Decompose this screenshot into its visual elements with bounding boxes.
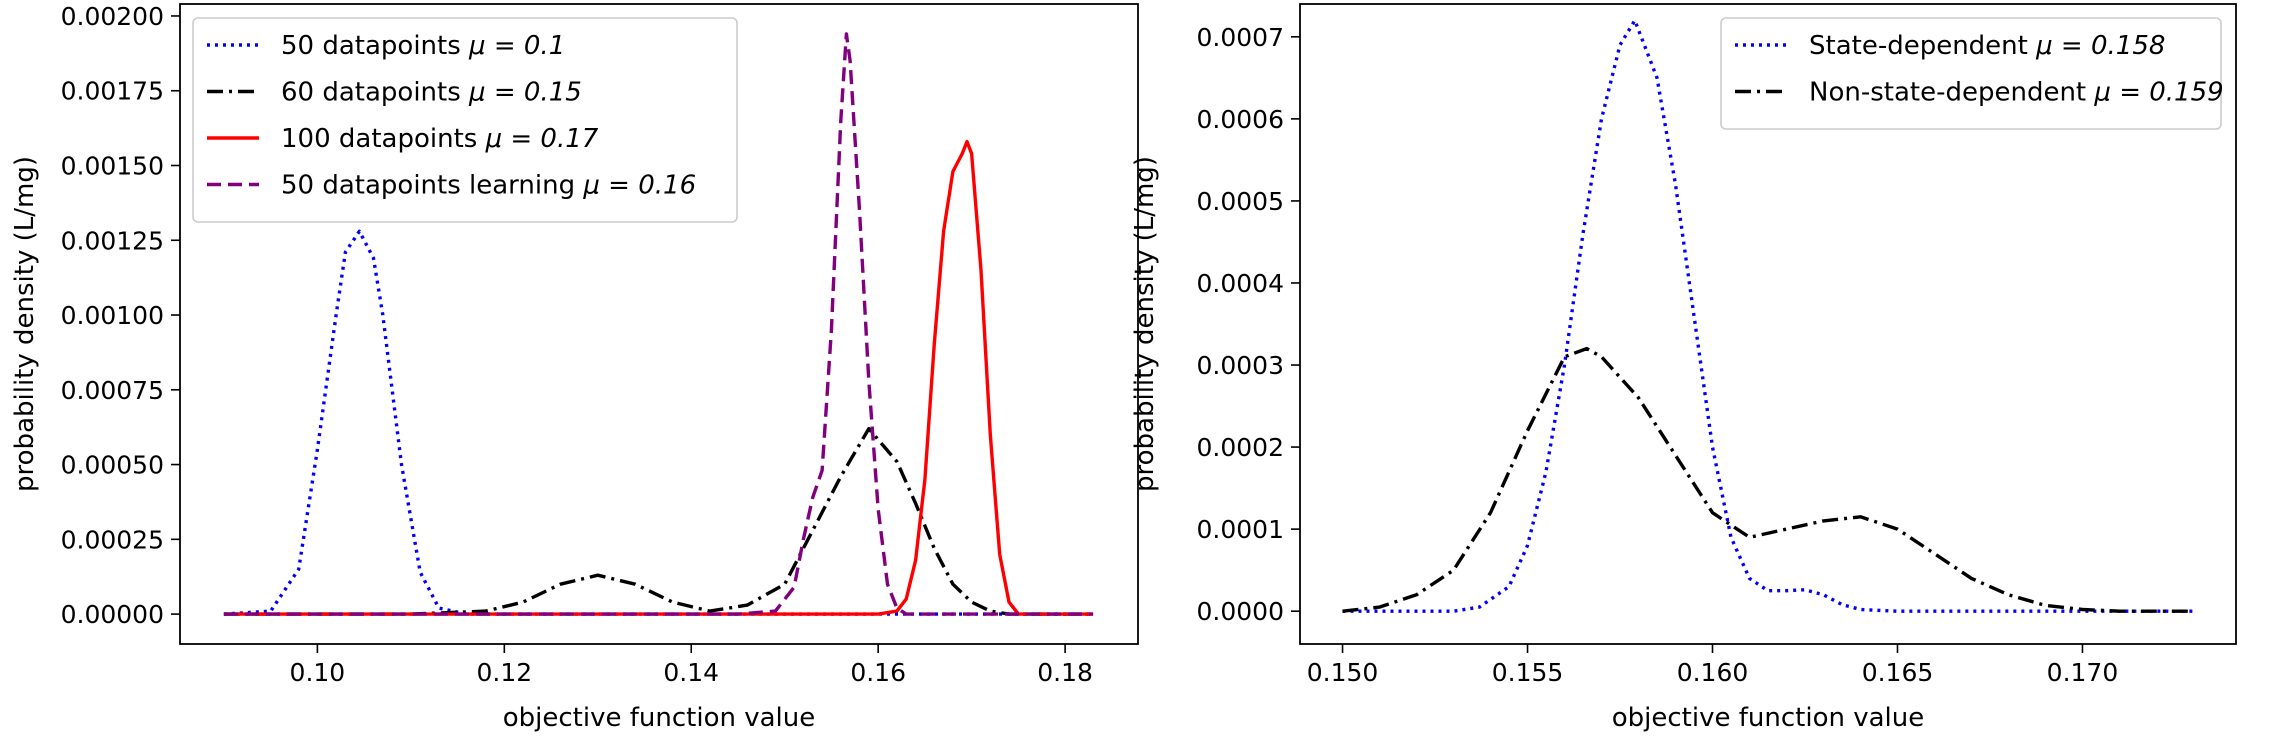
chart2-xtick-label: 0.150 bbox=[1307, 658, 1379, 687]
chart1-series-line-4 bbox=[223, 32, 1094, 616]
chart1-legend-box bbox=[192, 17, 738, 223]
chart1-legend-mu: μ = 0.16 bbox=[582, 171, 696, 201]
chart1-legend-entry: 50 datapoints learning μ = 0.16 bbox=[281, 171, 696, 201]
chart-panel-2: 0.150 0.155 0.160 0.165 0.170 0.0000 0.0001 0.0… bbox=[1130, 3, 2237, 733]
chart1-ytick-label: 0.00100 bbox=[61, 301, 164, 330]
chart2-xlabel: objective function value bbox=[1612, 703, 1924, 733]
chart2-xtick-label: 0.160 bbox=[1677, 658, 1749, 687]
chart1-ytick-label: 0.00025 bbox=[61, 525, 164, 554]
chart1-xtick-label: 0.14 bbox=[663, 658, 719, 687]
chart1-legend-entry: 60 datapoints μ = 0.15 bbox=[281, 78, 582, 108]
chart2-legend-name: State-dependent bbox=[1809, 31, 2028, 61]
chart2-ytick-label: 0.0003 bbox=[1197, 351, 1284, 380]
chart1-series-line-3 bbox=[223, 139, 1094, 616]
chart1-legend-mu: μ = 0.15 bbox=[468, 78, 582, 108]
chart1-ytick-label: 0.00200 bbox=[61, 2, 164, 31]
chart1-series-line-2 bbox=[223, 427, 1094, 616]
chart1-ytick-label: 0.00175 bbox=[61, 77, 164, 106]
chart2-ytick-label: 0.0005 bbox=[1197, 187, 1284, 216]
chart1-xtick-label: 0.18 bbox=[1037, 658, 1093, 687]
chart1-axes-frame bbox=[179, 3, 1139, 645]
chart1-ytick-label: 0.00075 bbox=[61, 376, 164, 405]
chart2-legend-entry: State-dependent μ = 0.158 bbox=[1809, 31, 2165, 61]
chart1-xtick-label: 0.16 bbox=[850, 658, 906, 687]
chart2-xtick-label: 0.155 bbox=[1492, 658, 1564, 687]
chart2-legend-entry: Non-state-dependent μ = 0.159 bbox=[1809, 78, 2224, 108]
chart2-series-line-1 bbox=[1342, 18, 2194, 613]
chart2-xtick-label: 0.170 bbox=[2047, 658, 2119, 687]
chart-panel-1: 0.10 0.12 0.14 0.16 0.18 0.00000 0.00025 0.0005… bbox=[10, 2, 1139, 733]
chart1-xtick-label: 0.12 bbox=[476, 658, 532, 687]
chart2-series-line-2 bbox=[1342, 346, 2194, 613]
chart1-legend-name: 100 datapoints bbox=[281, 124, 477, 154]
chart1-legend-mu: μ = 0.17 bbox=[485, 124, 599, 154]
chart1-legend-name: 50 datapoints learning bbox=[281, 171, 575, 201]
chart2-axes-frame bbox=[1299, 3, 2237, 645]
chart2-ytick-label: 0.0002 bbox=[1197, 433, 1284, 462]
chart2-legend-name: Non-state-dependent bbox=[1809, 78, 2086, 108]
chart2-xtick-label: 0.165 bbox=[1862, 658, 1934, 687]
chart1-xlabel: objective function value bbox=[503, 703, 815, 733]
chart1-ylabel: probability density (L/mg) bbox=[10, 156, 40, 492]
chart1-ytick-label: 0.00125 bbox=[61, 226, 164, 255]
chart2-ytick-label: 0.0000 bbox=[1197, 597, 1284, 626]
chart1-ytick-label: 0.00050 bbox=[61, 451, 164, 480]
chart1-series-line-1 bbox=[223, 229, 1094, 616]
chart1-legend-mu: μ = 0.1 bbox=[468, 31, 565, 61]
chart2-ytick-label: 0.0004 bbox=[1197, 269, 1284, 298]
chart1-xtick-label: 0.10 bbox=[290, 658, 346, 687]
chart2-ytick-label: 0.0006 bbox=[1197, 105, 1284, 134]
chart2-ytick-label: 0.0007 bbox=[1197, 23, 1284, 52]
chart1-legend-entry: 100 datapoints μ = 0.17 bbox=[281, 124, 599, 154]
chart2-legend-box bbox=[1720, 17, 2222, 130]
chart2-ylabel: probability density (L/mg) bbox=[1130, 156, 1160, 492]
chart1-legend-entry: 50 datapoints μ = 0.1 bbox=[281, 31, 565, 61]
chart2-ytick-label: 0.0001 bbox=[1197, 515, 1284, 544]
chart1-legend-name: 50 datapoints bbox=[281, 31, 461, 61]
chart1-ytick-label: 0.00150 bbox=[61, 151, 164, 180]
chart2-legend-mu: μ = 0.159 bbox=[2093, 78, 2223, 108]
chart2-legend-mu: μ = 0.158 bbox=[2035, 31, 2165, 61]
chart1-legend-name: 60 datapoints bbox=[281, 78, 461, 108]
chart1-ytick-label: 0.00000 bbox=[61, 600, 164, 629]
